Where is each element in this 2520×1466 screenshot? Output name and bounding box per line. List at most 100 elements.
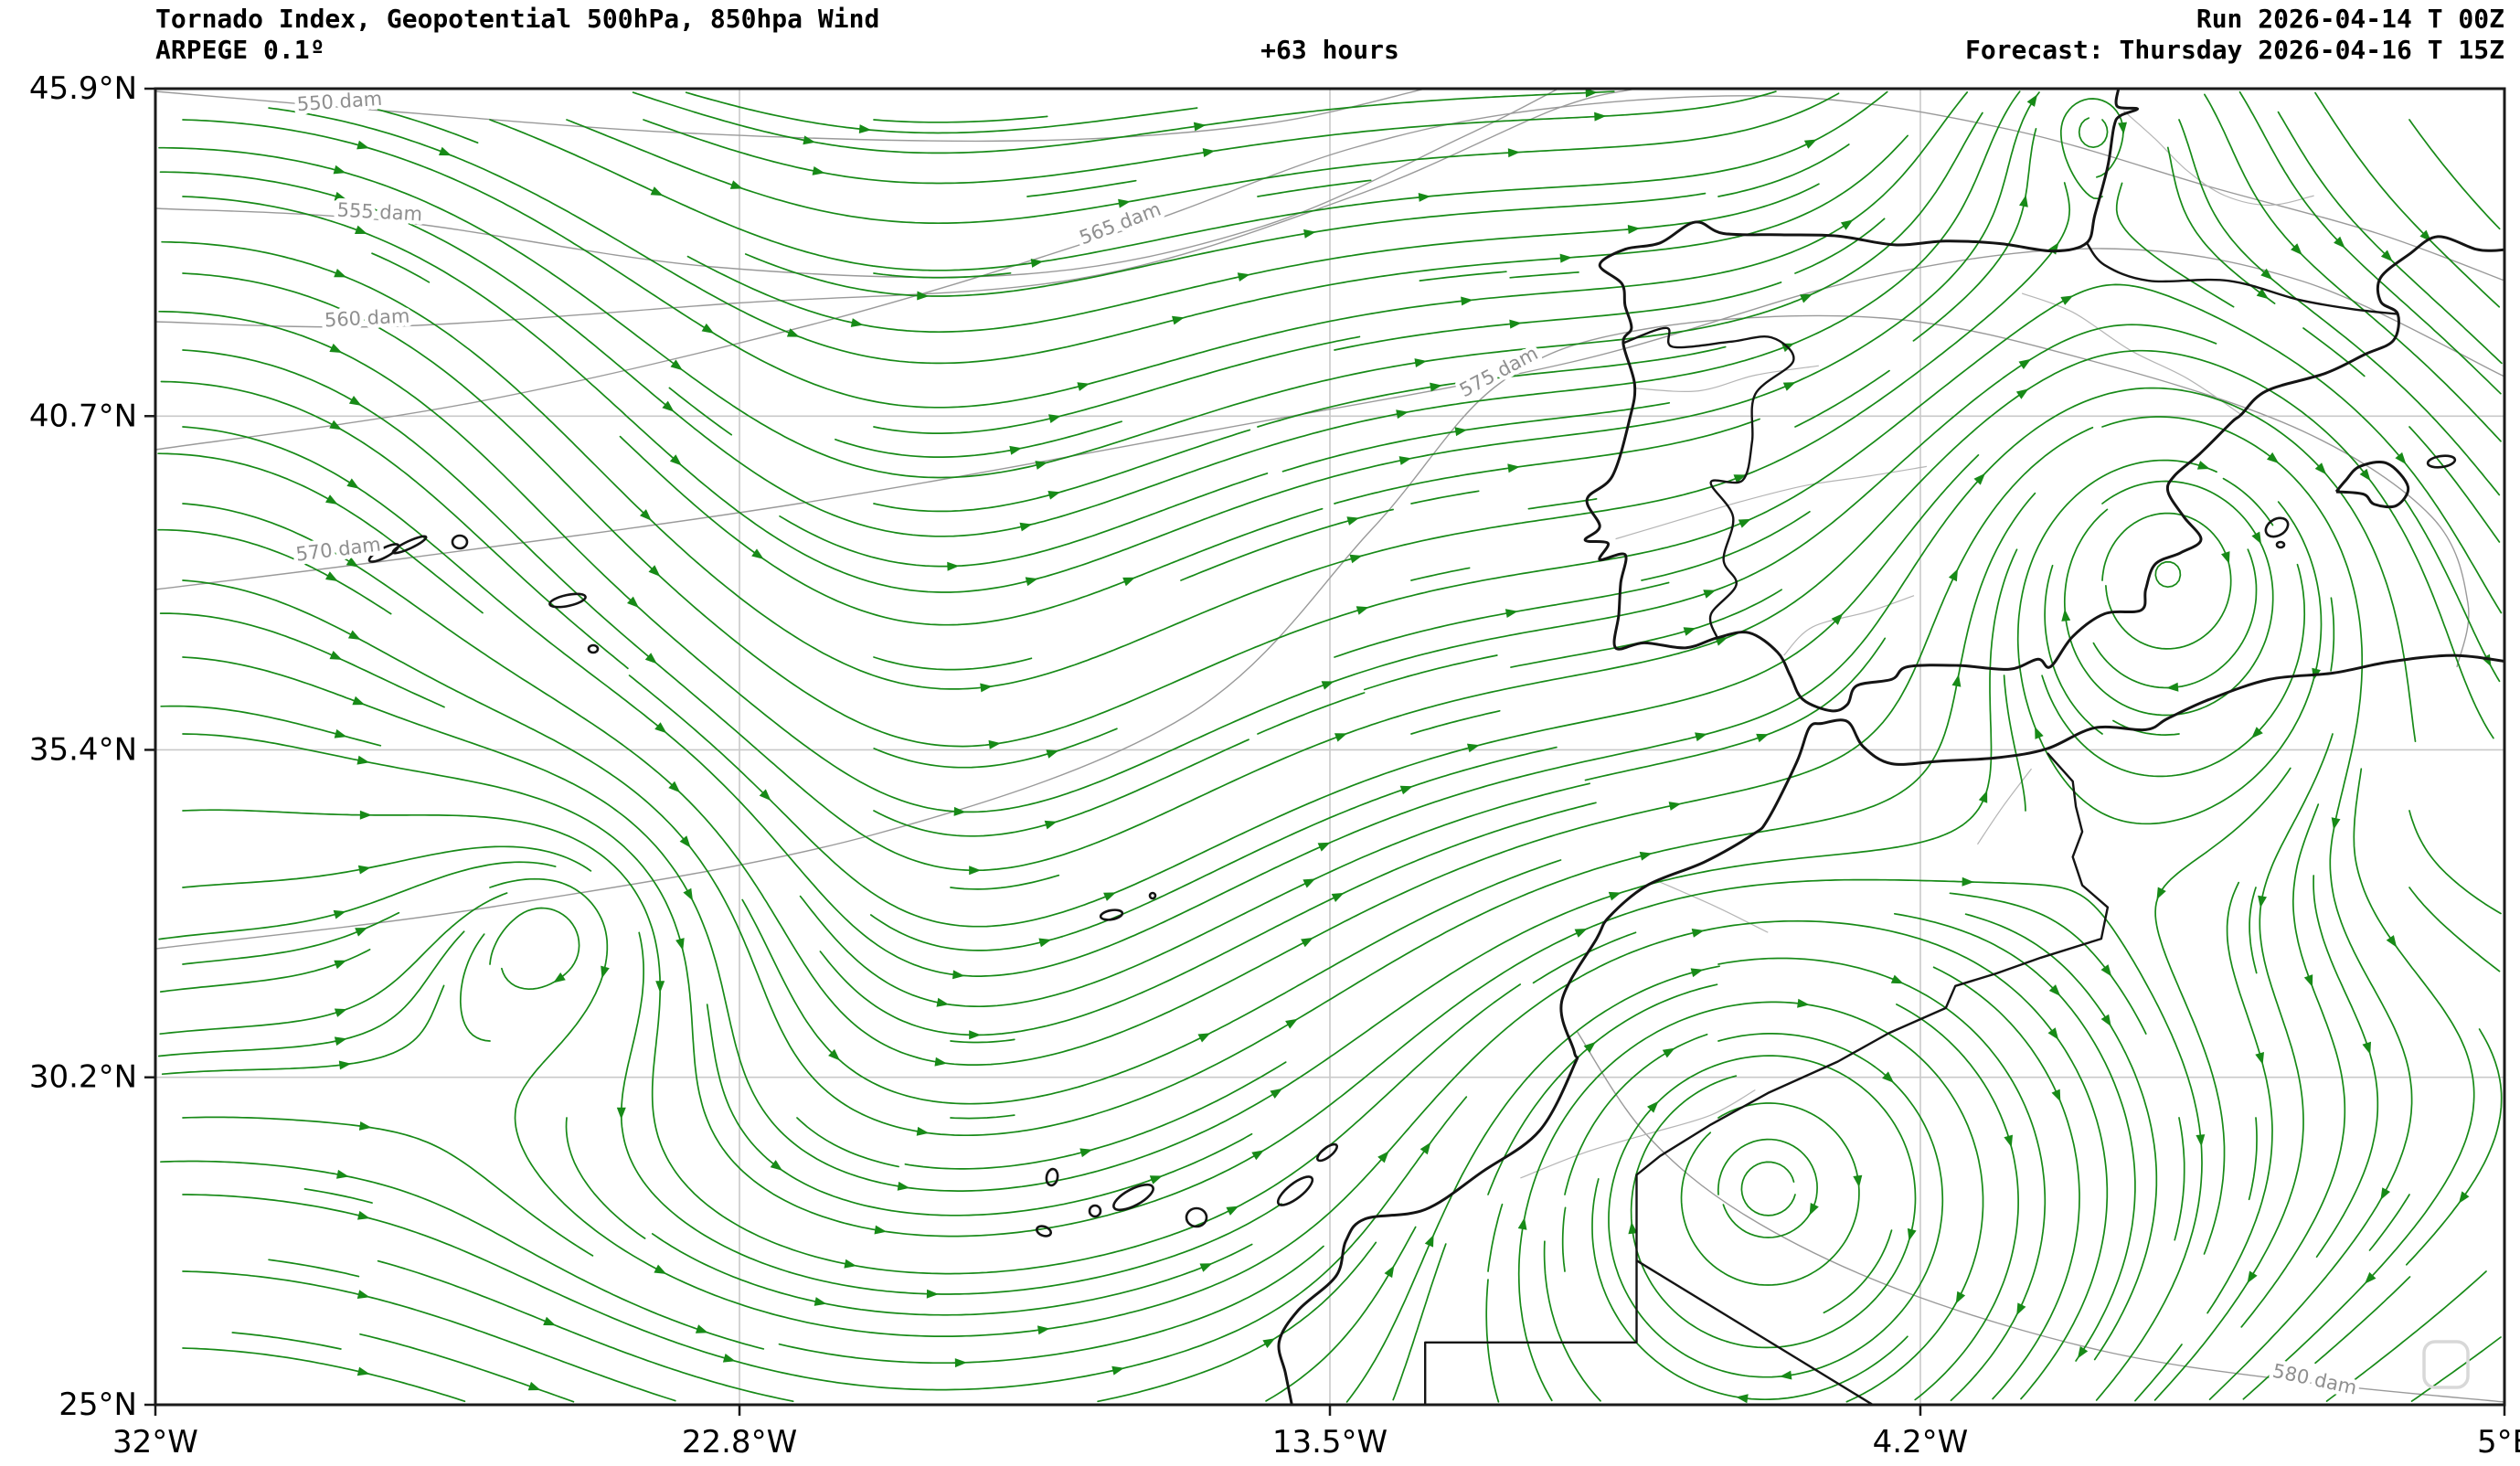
- wind-arrow: [969, 866, 982, 876]
- streamline: [182, 492, 2036, 1137]
- streamline: [158, 112, 1983, 479]
- wind-arrow: [1627, 225, 1641, 234]
- streamline: [873, 429, 1251, 513]
- streamline: [158, 861, 557, 940]
- streamline: [904, 1061, 1287, 1170]
- geopotential-contours-layer: [155, 89, 2504, 1403]
- streamline: [182, 1270, 676, 1402]
- streamline: [2134, 1344, 2183, 1402]
- wind-arrow: [553, 972, 566, 983]
- lat-tick-label: 45.9°N: [29, 70, 137, 107]
- wind-arrow: [2314, 462, 2327, 475]
- wind-arrow: [683, 887, 693, 901]
- wind-arrow: [675, 938, 685, 951]
- streamline: [371, 252, 431, 283]
- island: [391, 535, 428, 555]
- streamline: [2314, 91, 2501, 308]
- streamline: [1532, 931, 1637, 984]
- wind-arrow: [334, 960, 347, 970]
- streamline: [2063, 480, 2274, 717]
- wind-arrow: [2291, 243, 2302, 256]
- coastlines-layer: [367, 89, 2504, 1405]
- wind-arrow: [1303, 228, 1316, 239]
- wind-arrow: [1690, 968, 1704, 978]
- river: [2021, 292, 2242, 416]
- wind-arrow: [1399, 785, 1413, 795]
- wind-arrow: [1454, 427, 1468, 437]
- streamline: [950, 1114, 1015, 1120]
- wind-arrow: [640, 509, 652, 521]
- wind-arrow: [917, 291, 930, 301]
- wind-arrow: [850, 318, 864, 327]
- streamline: [950, 874, 1060, 890]
- wind-arrow: [347, 630, 361, 640]
- wind-arrow: [2166, 682, 2179, 692]
- graticule-layer: [154, 88, 2505, 1406]
- wind-arrow: [2334, 236, 2345, 249]
- streamline: [231, 1332, 342, 1350]
- axis-ticks-layer: 45.9°N 40.7°N 35.4°N 30.2°N 25°N32°W 22.8°W 13…: [29, 70, 2520, 1461]
- wind-arrow: [1907, 1227, 1917, 1241]
- wind-arrow: [1955, 1291, 1966, 1304]
- streamline: [1823, 1229, 1893, 1314]
- wind-arrow: [759, 789, 771, 802]
- wind-arrow: [1853, 1174, 1863, 1188]
- wind-arrow: [334, 269, 347, 278]
- wind-arrow: [1118, 198, 1131, 208]
- wind-arrow: [1890, 974, 1904, 984]
- wind-arrow: [844, 1259, 857, 1269]
- streamline: [459, 933, 491, 1042]
- wind-arrow: [2221, 551, 2230, 564]
- wind-arrow: [1509, 319, 1522, 329]
- wind-arrow: [527, 1381, 541, 1391]
- wind-arrow: [1046, 749, 1059, 759]
- streamline: [2115, 182, 2235, 308]
- wind-arrow: [1594, 112, 1607, 122]
- wind-arrow: [2251, 727, 2263, 738]
- border-morocco-algeria-wsahara: [1424, 752, 2110, 1405]
- wind-arrow: [1585, 89, 1598, 98]
- geopotential-contour-580: [1576, 1030, 2504, 1403]
- wind-arrow: [627, 596, 639, 608]
- wind-arrow: [1803, 139, 1817, 149]
- island: [1045, 1167, 1059, 1187]
- wind-arrow: [786, 328, 800, 337]
- wind-arrow: [2060, 295, 2074, 305]
- wind-arrow: [770, 1160, 783, 1171]
- wind-arrow: [1973, 473, 1985, 485]
- streamline: [2325, 1270, 2487, 1402]
- wind-arrow: [333, 165, 346, 175]
- streamline: [1591, 1178, 1909, 1401]
- logo-placeholder-layer: [2422, 1340, 2470, 1389]
- border-france-spain: [2085, 242, 2398, 315]
- wind-arrow: [1715, 637, 1728, 646]
- wind-arrow: [722, 1354, 736, 1363]
- lon-tick-label: 4.2°W: [1873, 1424, 1969, 1461]
- streamline: [1265, 1226, 1417, 1402]
- wind-arrow: [2339, 1380, 2353, 1392]
- streamline: [1893, 912, 2136, 1362]
- wind-arrow: [1009, 445, 1022, 455]
- streamline: [182, 1096, 1468, 1391]
- streamline: [744, 192, 1707, 297]
- streamline: [2408, 810, 2502, 915]
- wind-arrow: [333, 909, 346, 919]
- wind-arrow: [953, 806, 966, 816]
- wind-arrow: [1840, 219, 1854, 230]
- wind-arrow: [2331, 817, 2341, 830]
- wind-arrow: [1418, 193, 1431, 202]
- wind-arrow: [334, 1008, 347, 1017]
- wind-arrow: [356, 140, 370, 150]
- wind-arrow: [1048, 414, 1061, 423]
- wind-arrow: [348, 396, 362, 406]
- wind-arrow: [2018, 358, 2032, 369]
- streamline: [268, 1259, 360, 1278]
- wind-arrow: [2051, 1089, 2061, 1102]
- streamline: [182, 548, 2018, 1192]
- wind-arrow: [329, 651, 343, 660]
- streamline: [182, 91, 2040, 593]
- streamline: [2302, 327, 2366, 377]
- wind-arrow: [1733, 474, 1747, 483]
- streamline: [1334, 282, 1782, 351]
